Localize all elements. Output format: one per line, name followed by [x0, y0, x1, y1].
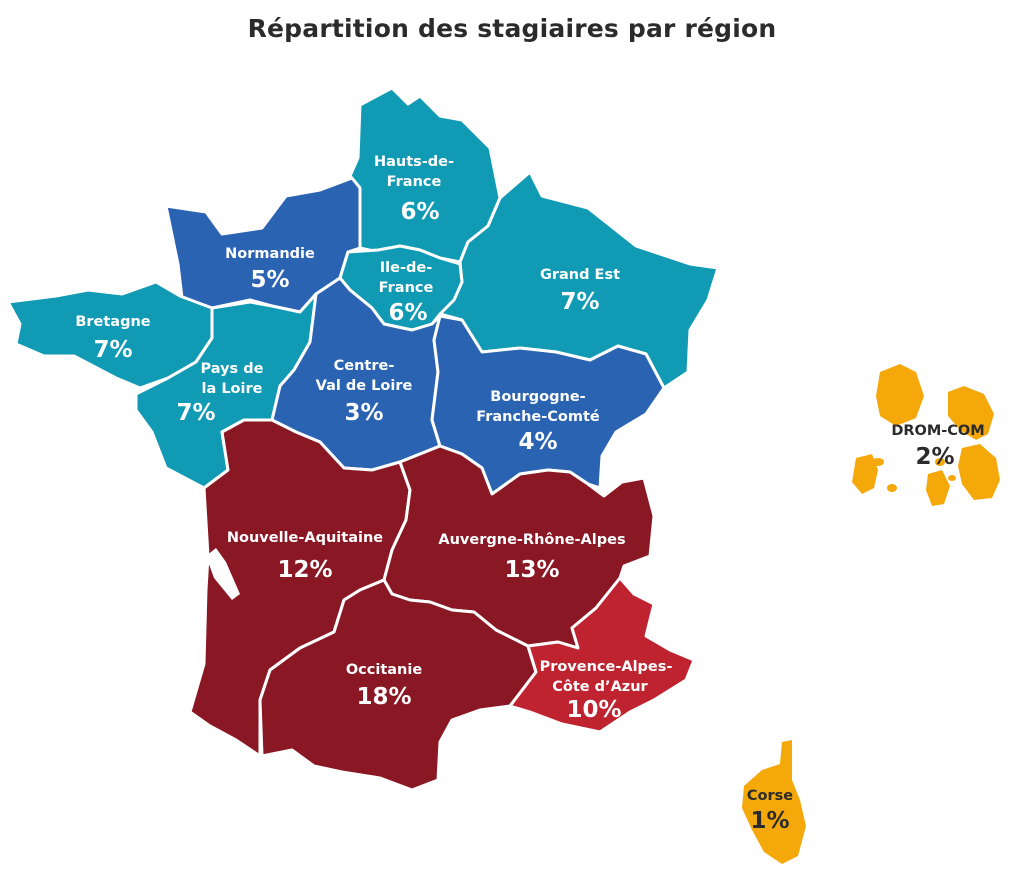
drom-com-islet-4: [948, 475, 956, 481]
label-hauts-de-france-line1: Hauts-de-: [374, 154, 454, 170]
drom-com-islet-2: [887, 484, 897, 492]
label-ile-de-france-line2: France: [379, 280, 434, 296]
label-paca-line1: Provence-Alpes-: [540, 659, 673, 675]
label-bourgogne-franche-comte-line2: Franche-Comté: [476, 409, 600, 425]
region-shape-occitanie: [258, 578, 538, 792]
value-ile-de-france: 6%: [388, 300, 427, 326]
region-drom-com: DROM-COM 2%: [852, 364, 1000, 506]
estuary-gap: [206, 548, 240, 600]
drom-com-island-mayotte: [926, 470, 950, 506]
drom-com-islet-3: [935, 458, 945, 466]
label-pays-de-la-loire-line1: Pays de: [201, 361, 264, 377]
label-occitanie: Occitanie: [346, 662, 422, 678]
value-drom-com: 2%: [915, 444, 954, 470]
value-normandie: 5%: [250, 267, 289, 293]
region-paca: Provence-Alpes- Côte d’Azur 10%: [508, 576, 696, 734]
drom-com-island-martinique: [948, 386, 994, 440]
label-centre-val-de-loire-line2: Val de Loire: [316, 378, 413, 394]
drom-com-islet-1: [872, 458, 884, 466]
region-centre-val-de-loire: Centre- Val de Loire 3%: [270, 276, 442, 472]
value-grand-est: 7%: [560, 289, 599, 315]
region-shape-corse: [742, 740, 806, 864]
label-normandie: Normandie: [225, 246, 315, 262]
region-corse: Corse 1%: [742, 740, 806, 864]
label-nouvelle-aquitaine: Nouvelle-Aquitaine: [227, 530, 383, 546]
value-occitanie: 18%: [356, 684, 411, 710]
label-hauts-de-france-line2: France: [387, 174, 442, 190]
label-paca-line2: Côte d’Azur: [552, 679, 648, 695]
value-bretagne: 7%: [93, 337, 132, 363]
region-occitanie: Occitanie 18%: [258, 578, 538, 792]
label-auvergne-rhone-alpes: Auvergne-Rhône-Alpes: [438, 532, 625, 548]
drom-com-island-guyane: [852, 454, 878, 494]
label-ile-de-france-line1: Ile-de-: [380, 260, 432, 276]
region-ile-de-france: Ile-de- France 6%: [338, 244, 464, 332]
region-pays-de-la-loire: Pays de la Loire 7%: [134, 292, 318, 490]
label-bourgogne-franche-comte-line1: Bourgogne-: [490, 389, 585, 405]
value-centre-val-de-loire: 3%: [344, 400, 383, 426]
value-auvergne-rhone-alpes: 13%: [504, 557, 559, 583]
label-bretagne: Bretagne: [75, 314, 150, 330]
value-corse: 1%: [750, 808, 789, 834]
label-centre-val-de-loire-line1: Centre-: [334, 358, 395, 374]
drom-com-island-guadeloupe: [876, 364, 924, 426]
value-hauts-de-france: 6%: [400, 199, 439, 225]
value-nouvelle-aquitaine: 12%: [277, 557, 332, 583]
label-pays-de-la-loire-line2: la Loire: [202, 381, 263, 397]
value-paca: 10%: [566, 697, 621, 723]
label-drom-com: DROM-COM: [891, 423, 984, 439]
label-grand-est: Grand Est: [540, 267, 620, 283]
region-shape-paca: [508, 576, 696, 734]
label-corse: Corse: [747, 788, 793, 804]
value-bourgogne-franche-comte: 4%: [518, 429, 557, 455]
map-title: Répartition des stagiaires par région: [247, 14, 777, 43]
value-pays-de-la-loire: 7%: [176, 400, 215, 426]
region-bourgogne-franche-comte: Bourgogne- Franche-Comté 4%: [430, 314, 666, 496]
drom-com-island-reunion: [958, 444, 1000, 500]
